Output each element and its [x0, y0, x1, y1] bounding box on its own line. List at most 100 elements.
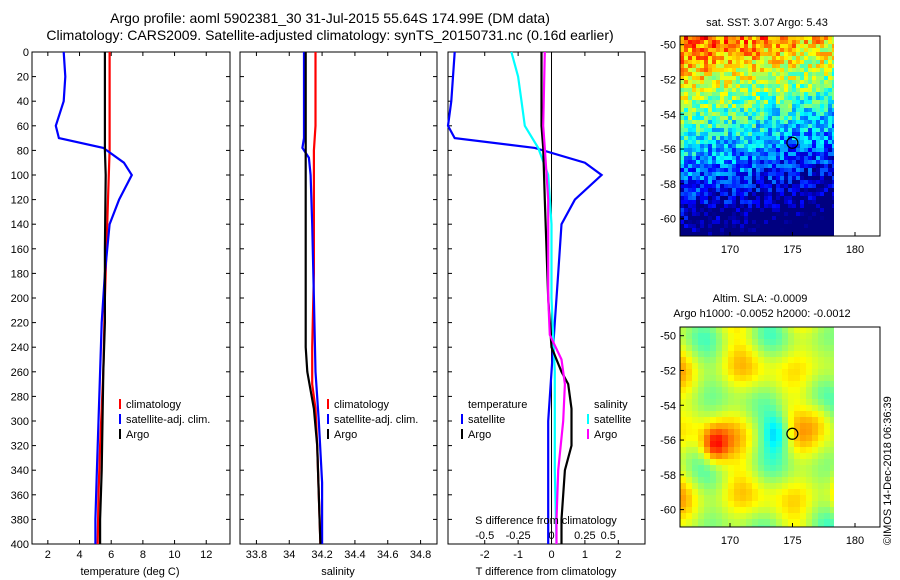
map-cell	[812, 136, 816, 140]
difference-series-line	[540, 52, 573, 544]
map-cell	[744, 132, 748, 136]
map-cell	[800, 429, 806, 435]
map-cell	[800, 96, 804, 100]
map-cell	[708, 52, 712, 56]
map-cell	[788, 220, 792, 224]
map-cell	[744, 140, 748, 144]
map-cell	[728, 196, 732, 200]
map-cell	[808, 36, 812, 40]
temperature-xlabel: temperature (deg C)	[80, 566, 179, 578]
map-cell	[724, 176, 728, 180]
map-cell	[756, 64, 760, 68]
map-cell	[698, 459, 704, 465]
map-cell	[792, 88, 796, 92]
map-cell	[800, 441, 806, 447]
map-cell	[792, 168, 796, 172]
map-cell	[688, 168, 692, 172]
map-cell	[792, 84, 796, 88]
map-cell	[740, 68, 744, 72]
map-cell	[832, 160, 834, 164]
map-cell	[732, 44, 736, 48]
map-cell	[748, 192, 752, 196]
map-cell	[732, 92, 736, 96]
map-cell	[684, 204, 688, 208]
map-cell	[716, 465, 722, 471]
map-cell	[828, 148, 832, 152]
map-cell	[812, 92, 816, 96]
map-cell	[732, 156, 736, 160]
map-cell	[808, 132, 812, 136]
map-cell	[710, 429, 716, 435]
difference-series-line	[446, 51, 604, 544]
map-cell	[812, 232, 816, 236]
map-cell	[800, 136, 804, 140]
map-cell	[772, 88, 776, 92]
map-cell	[724, 108, 728, 112]
map-cell	[820, 80, 824, 84]
map-cell	[692, 357, 698, 363]
map-cell	[812, 429, 818, 435]
map-cell	[744, 56, 748, 60]
map-cell	[792, 80, 796, 84]
map-cell	[804, 80, 808, 84]
map-cell	[712, 56, 716, 60]
map-cell	[684, 120, 688, 124]
map-cell	[720, 120, 724, 124]
map-cell	[768, 156, 772, 160]
map-cell	[784, 40, 788, 44]
map-cell	[756, 36, 760, 40]
map-cell	[792, 112, 796, 116]
map-cell	[776, 184, 780, 188]
map-cell	[704, 471, 710, 477]
map-cell	[788, 36, 792, 40]
map-cell	[720, 72, 724, 76]
map-cell	[746, 399, 752, 405]
map-cell	[688, 224, 692, 228]
salinity-panel: 33.8 34 34.2 34.4 34.6 34.8climatologysatelli…	[239, 51, 438, 561]
map-cell	[758, 399, 764, 405]
map-cell	[740, 495, 746, 501]
map-cell	[764, 64, 768, 68]
map-cell	[736, 104, 740, 108]
map-cell	[820, 84, 824, 88]
map-cell	[744, 208, 748, 212]
map-cell	[736, 188, 740, 192]
legend-title: salinity	[594, 399, 628, 411]
map-cell	[764, 345, 770, 351]
map-cell	[816, 40, 820, 44]
map-cell	[782, 423, 788, 429]
map-cell	[752, 429, 758, 435]
map-cell	[740, 84, 744, 88]
map-cell	[716, 188, 720, 192]
map-cell	[704, 369, 710, 375]
map-cell	[770, 357, 776, 363]
map-cell	[736, 116, 740, 120]
map-cell	[710, 471, 716, 477]
map-cell	[696, 116, 700, 120]
map-cell	[728, 184, 732, 188]
map-cell	[824, 88, 828, 92]
map-cell	[818, 393, 824, 399]
map-cell	[808, 232, 812, 236]
map-cell	[828, 56, 832, 60]
map-cell	[784, 72, 788, 76]
map-cell	[794, 405, 800, 411]
map-cell	[770, 519, 776, 525]
map-cell	[812, 381, 818, 387]
map-cell	[808, 116, 812, 120]
map-cell	[784, 136, 788, 140]
sst_map-cells	[680, 36, 834, 236]
map-cell	[832, 40, 834, 44]
map-cell	[760, 164, 764, 168]
map-cell	[732, 136, 736, 140]
map-cell	[680, 48, 684, 52]
map-cell	[740, 405, 746, 411]
map-cell	[704, 88, 708, 92]
x-tick-label: 8	[140, 549, 146, 561]
map-cell	[724, 172, 728, 176]
x-tick-label: 6	[108, 549, 114, 561]
map-cell	[722, 357, 728, 363]
map-cell	[732, 188, 736, 192]
map-cell	[704, 140, 708, 144]
map-cell	[712, 192, 716, 196]
